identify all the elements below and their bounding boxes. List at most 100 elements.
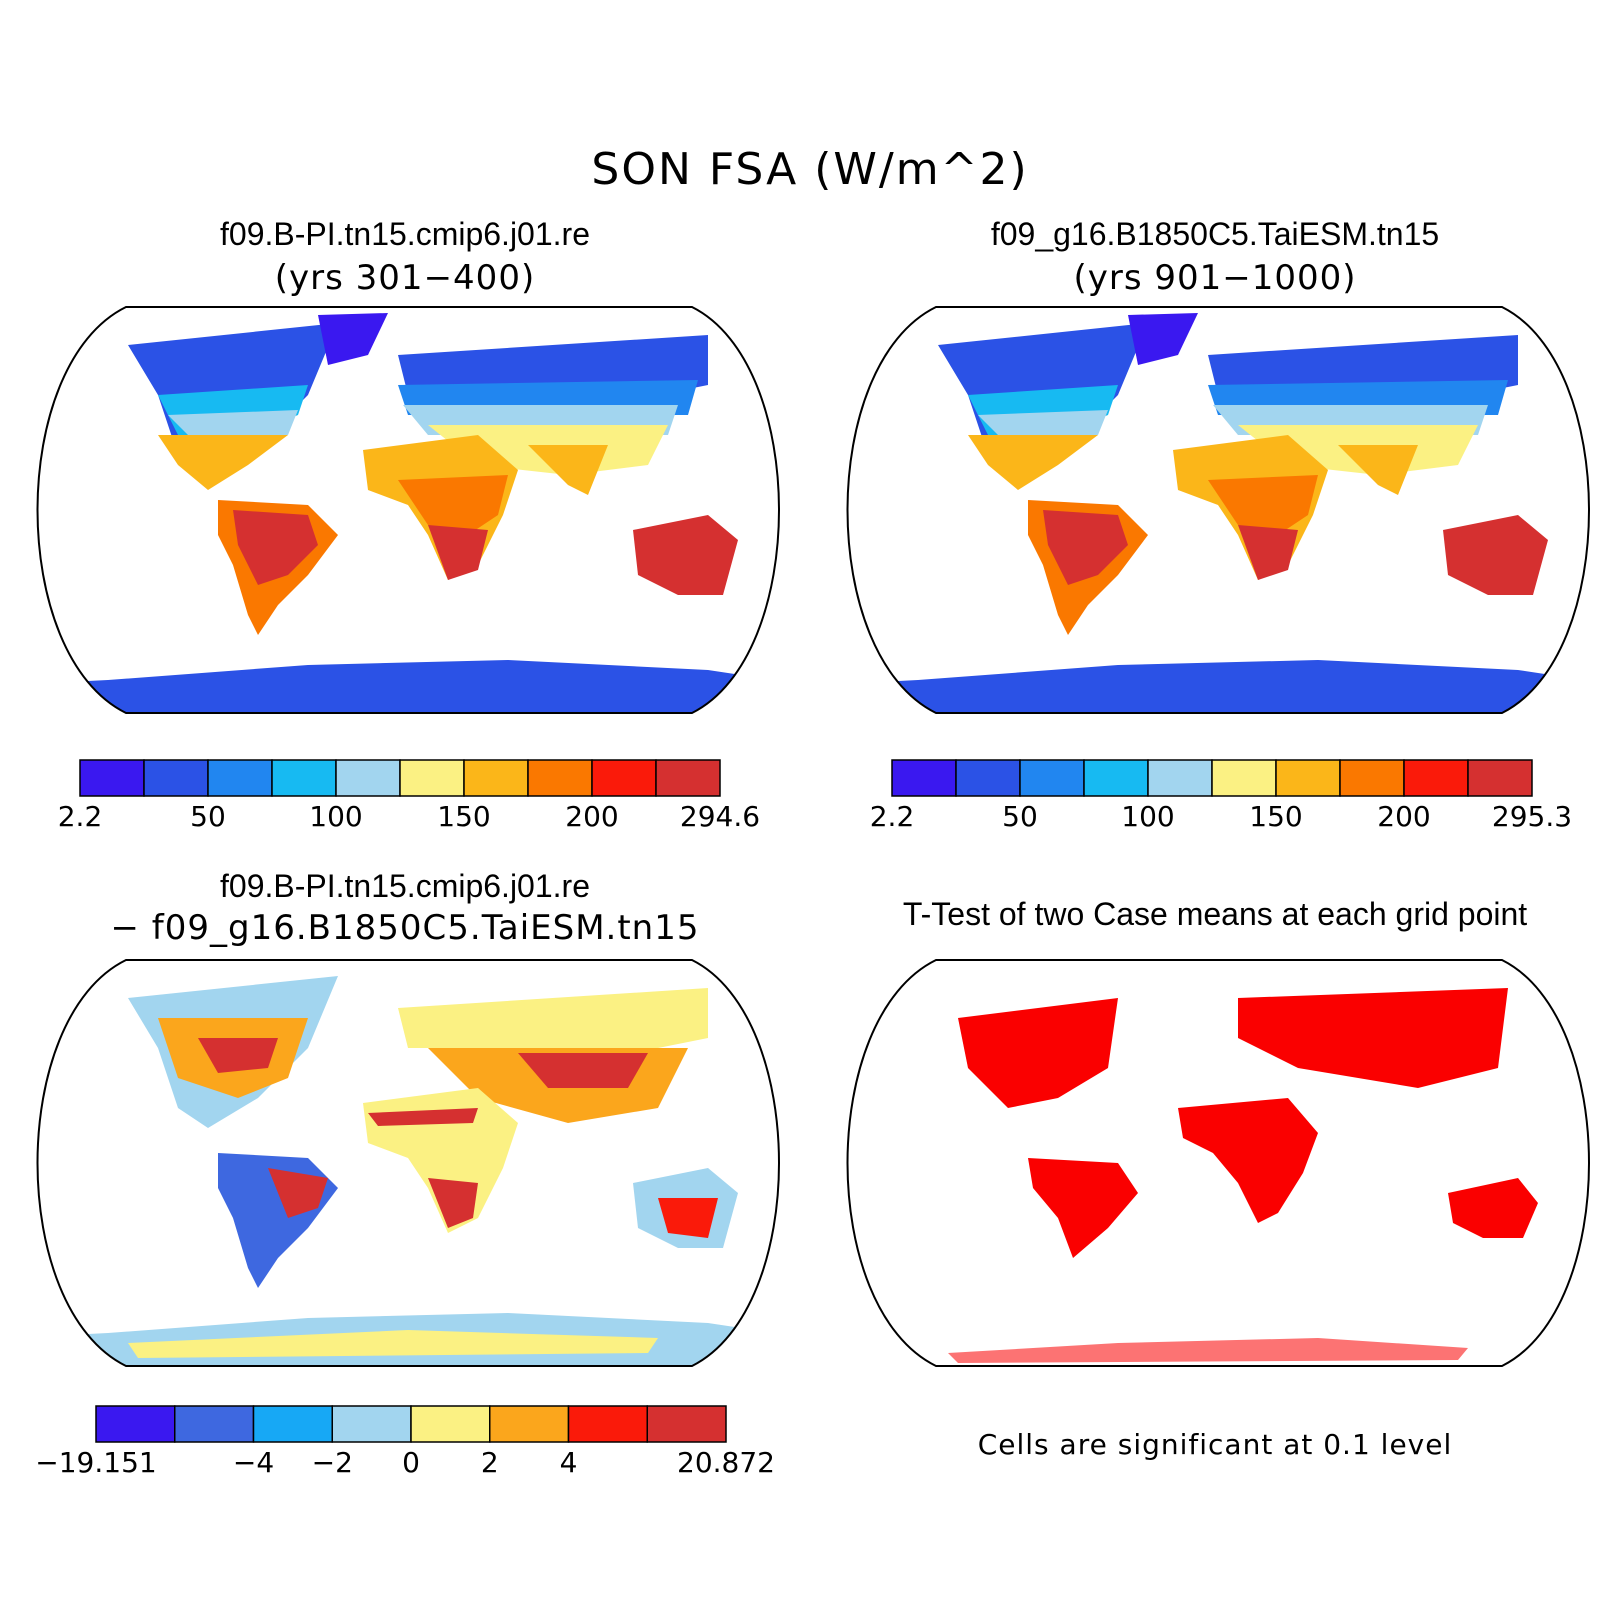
- colorbar-tick-label: 100: [309, 800, 363, 833]
- colorbar-swatch: [143, 759, 209, 797]
- colorbar-tick-label: 2.2: [869, 800, 915, 833]
- colorbar-swatch: [331, 1405, 412, 1443]
- map-ttest: [846, 959, 1590, 1367]
- map-frame: [36, 959, 780, 1367]
- panel3-subtitle: − f09_g16.B1850C5.TaiESM.tn15: [110, 908, 700, 948]
- africa-south: [428, 1178, 478, 1228]
- south-america-core: [233, 510, 318, 585]
- map-case2: [846, 306, 1590, 714]
- colorbar-tick-label: 50: [190, 800, 226, 833]
- map-case1: [36, 306, 780, 714]
- north-america-low: [968, 435, 1098, 490]
- significant-antarctica: [948, 1338, 1468, 1363]
- antarctica: [37, 660, 779, 713]
- colorbar-swatch: [207, 759, 273, 797]
- colorbar-swatch: [955, 759, 1021, 797]
- colorbar-swatch: [1467, 759, 1533, 797]
- greenland: [1128, 313, 1198, 365]
- colorbar-tick-label: 4: [559, 1446, 578, 1479]
- colorbar-tick-label: 150: [437, 800, 491, 833]
- australia: [633, 515, 738, 595]
- panel1-title: f09.B-PI.tn15.cmip6.j01.re: [220, 216, 590, 252]
- colorbar-swatch: [463, 759, 529, 797]
- panel4-title: T-Test of two Case means at each grid po…: [902, 896, 1528, 932]
- south-america-pos: [268, 1168, 328, 1218]
- colorbar-tick-label: −2: [311, 1446, 353, 1479]
- colorbar-tick-label: 295.3: [1491, 800, 1573, 833]
- colorbar-tick-label: 2: [480, 1446, 499, 1479]
- australia-pos: [658, 1198, 718, 1238]
- significant-eurasia: [1238, 988, 1508, 1088]
- colorbar-case2-labels: 2.2 50 100 150 200 295.3: [870, 800, 1572, 840]
- map-difference: [36, 959, 780, 1367]
- colorbar-difference-labels: −19.151 −4 −2 0 2 4 20.872: [35, 1446, 775, 1486]
- colorbar-tick-label: 200: [565, 800, 619, 833]
- colorbar-swatch: [891, 759, 957, 797]
- africa-central: [1208, 475, 1318, 535]
- colorbar-swatch: [1403, 759, 1469, 797]
- colorbar-case1: [79, 759, 721, 797]
- colorbar-tick-label: 200: [1377, 800, 1431, 833]
- colorbar-case1-labels: 2.2 50 100 150 200 294.6: [58, 800, 760, 840]
- significant-australia: [1448, 1178, 1538, 1238]
- significant-north-america: [958, 998, 1118, 1108]
- significant-africa: [1178, 1098, 1318, 1223]
- colorbar-tick-label: 20.872: [677, 1446, 775, 1479]
- south-asia: [1338, 445, 1418, 495]
- colorbar-swatch: [1211, 759, 1277, 797]
- antarctica: [847, 660, 1589, 713]
- panel2-title: f09_g16.B1850C5.TaiESM.tn15: [990, 216, 1440, 252]
- figure-title: SON FSA (W/m^2): [591, 144, 1029, 195]
- africa-south: [1238, 525, 1298, 580]
- colorbar-swatch: [489, 1405, 570, 1443]
- colorbar-swatch: [410, 1405, 491, 1443]
- map-frame: [846, 306, 1590, 714]
- colorbar-swatch: [527, 759, 593, 797]
- panel2-subtitle: (yrs 901−1000): [1073, 258, 1357, 298]
- antarctica-pos: [128, 1330, 658, 1358]
- colorbar-tick-label: 100: [1121, 800, 1175, 833]
- eurasia-strong: [518, 1053, 648, 1088]
- north-america-strong: [198, 1038, 278, 1073]
- colorbar-case2: [891, 759, 1533, 797]
- colorbar-swatch: [1147, 759, 1213, 797]
- south-asia: [528, 445, 608, 495]
- colorbar-swatch: [1339, 759, 1405, 797]
- colorbar-tick-label: 2.2: [57, 800, 103, 833]
- colorbar-swatch: [1083, 759, 1149, 797]
- significant-south-america: [1028, 1158, 1138, 1258]
- panel1-subtitle: (yrs 301−400): [274, 258, 536, 298]
- colorbar-tick-label: 150: [1249, 800, 1303, 833]
- greenland: [318, 313, 388, 365]
- colorbar-swatch: [174, 1405, 255, 1443]
- africa-sahel: [368, 1108, 478, 1126]
- colorbar-swatch: [655, 759, 721, 797]
- colorbar-swatch: [591, 759, 657, 797]
- south-america-core: [1043, 510, 1128, 585]
- colorbar-swatch: [252, 1405, 333, 1443]
- colorbar-tick-label: 0: [402, 1446, 420, 1479]
- africa-central: [398, 475, 508, 535]
- panel3-title: f09.B-PI.tn15.cmip6.j01.re: [220, 868, 590, 904]
- africa-south: [428, 525, 488, 580]
- colorbar-tick-label: −19.151: [35, 1446, 157, 1479]
- north-america-light: [168, 410, 298, 435]
- colorbar-swatch: [95, 1405, 176, 1443]
- colorbar-swatch: [1275, 759, 1341, 797]
- colorbar-swatch: [567, 1405, 648, 1443]
- colorbar-swatch: [646, 1405, 727, 1443]
- colorbar-swatch: [399, 759, 465, 797]
- colorbar-difference: [95, 1405, 727, 1443]
- colorbar-tick-label: 50: [1002, 800, 1038, 833]
- colorbar-swatch: [335, 759, 401, 797]
- eurasia-north: [398, 988, 708, 1058]
- australia: [1443, 515, 1548, 595]
- colorbar-swatch: [271, 759, 337, 797]
- colorbar-tick-label: 294.6: [679, 800, 761, 833]
- colorbar-tick-label: −4: [232, 1446, 275, 1479]
- map-frame: [846, 959, 1590, 1367]
- colorbar-swatch: [79, 759, 145, 797]
- map-frame: [36, 306, 780, 714]
- colorbar-swatch: [1019, 759, 1085, 797]
- north-america-light: [978, 410, 1108, 435]
